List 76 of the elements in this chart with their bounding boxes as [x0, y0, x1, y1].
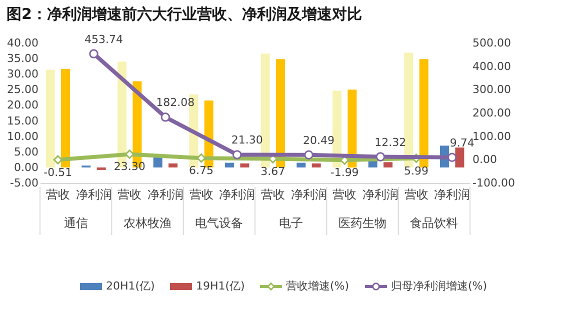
x-tick-label: 营收 [404, 188, 428, 202]
x-tick-label: 净利润 [219, 188, 256, 202]
bar [240, 163, 250, 168]
bar [260, 54, 270, 168]
data-label: 23.30 [114, 160, 146, 174]
y2-tick-label: -100.00 [472, 176, 515, 190]
y-tick-label: 35.00 [7, 52, 38, 66]
data-label: 6.75 [189, 164, 214, 178]
x-tick-label: 净利润 [290, 188, 327, 202]
y-tick-label: 0.00 [14, 160, 38, 174]
y-tick-label: 5.00 [14, 145, 38, 158]
bar [368, 160, 378, 168]
x-tick-label: 净利润 [76, 188, 112, 202]
text: 电气设备 [195, 216, 244, 230]
point [232, 150, 242, 160]
point [447, 152, 457, 162]
y2-tick-label: 500.00 [472, 36, 511, 50]
bar [312, 163, 321, 168]
point [304, 150, 314, 160]
chart-title: 图2：净利润增速前六大行业营收、净利润及增速对比 [6, 4, 362, 23]
y-tick-label: -5.00 [10, 176, 38, 190]
y-tick-label: 30.00 [7, 68, 38, 81]
legend-label: 营收增速(%) [286, 280, 350, 292]
text: 医药生物 [338, 216, 386, 230]
y-tick-label: 40.00 [7, 36, 38, 50]
x-tick-label: 营收 [46, 188, 70, 202]
x-tick-label: 净利润 [434, 188, 470, 202]
data-label: -0.51 [44, 166, 72, 179]
y2-tick-label: 0.00 [472, 153, 497, 166]
data-label: -1.99 [330, 166, 359, 180]
text: 食品饮料 [410, 216, 458, 230]
data-label: 20.49 [303, 134, 334, 147]
point [89, 49, 98, 58]
data-label: 453.74 [84, 32, 123, 46]
bar [455, 148, 464, 168]
y2-tick-label: 100.00 [472, 130, 511, 143]
bar [46, 70, 55, 168]
bar [96, 167, 106, 170]
legend-label: 19H1(亿) [196, 280, 245, 292]
y2-tick-label: 200.00 [472, 106, 511, 120]
bar [404, 52, 414, 168]
bar [168, 163, 178, 168]
x-tick-label: 营收 [332, 188, 357, 202]
x-tick-label: 净利润 [362, 188, 398, 202]
bar [384, 162, 393, 168]
x-tick-label: 营收 [260, 188, 285, 202]
text: 农林牧渔 [124, 216, 172, 230]
y-tick-label: 15.00 [7, 114, 38, 128]
bar [61, 68, 70, 168]
bar [153, 157, 162, 168]
data-label: 182.08 [156, 96, 195, 110]
data-label: 9.74 [450, 136, 474, 150]
bar [348, 90, 357, 168]
y-tick-label: 10.00 [7, 130, 38, 143]
bar [224, 162, 234, 168]
y2-tick-label: 300.00 [472, 83, 511, 96]
data-label: 12.32 [374, 136, 406, 149]
y2-tick-label: 400.00 [472, 60, 511, 73]
point [196, 153, 206, 163]
bar [419, 59, 428, 168]
text: 通信 [64, 216, 88, 230]
x-tick-label: 净利润 [147, 188, 184, 202]
data-label: 5.99 [404, 164, 428, 178]
x-tick-label: 营收 [118, 188, 142, 202]
point [160, 112, 170, 122]
bar [296, 162, 306, 168]
x-tick-label: 营收 [189, 188, 214, 202]
data-label: 3.67 [260, 164, 286, 178]
point [376, 152, 386, 162]
y-tick-label: 20.00 [7, 98, 38, 112]
text: 电子 [278, 216, 303, 230]
data-label: 21.30 [231, 134, 263, 147]
legend-label: 20H1(亿) [106, 280, 155, 292]
bar [276, 59, 286, 168]
y-tick-label: 25.00 [7, 83, 38, 96]
legend-label: 归母净利润增速(%) [391, 280, 488, 292]
